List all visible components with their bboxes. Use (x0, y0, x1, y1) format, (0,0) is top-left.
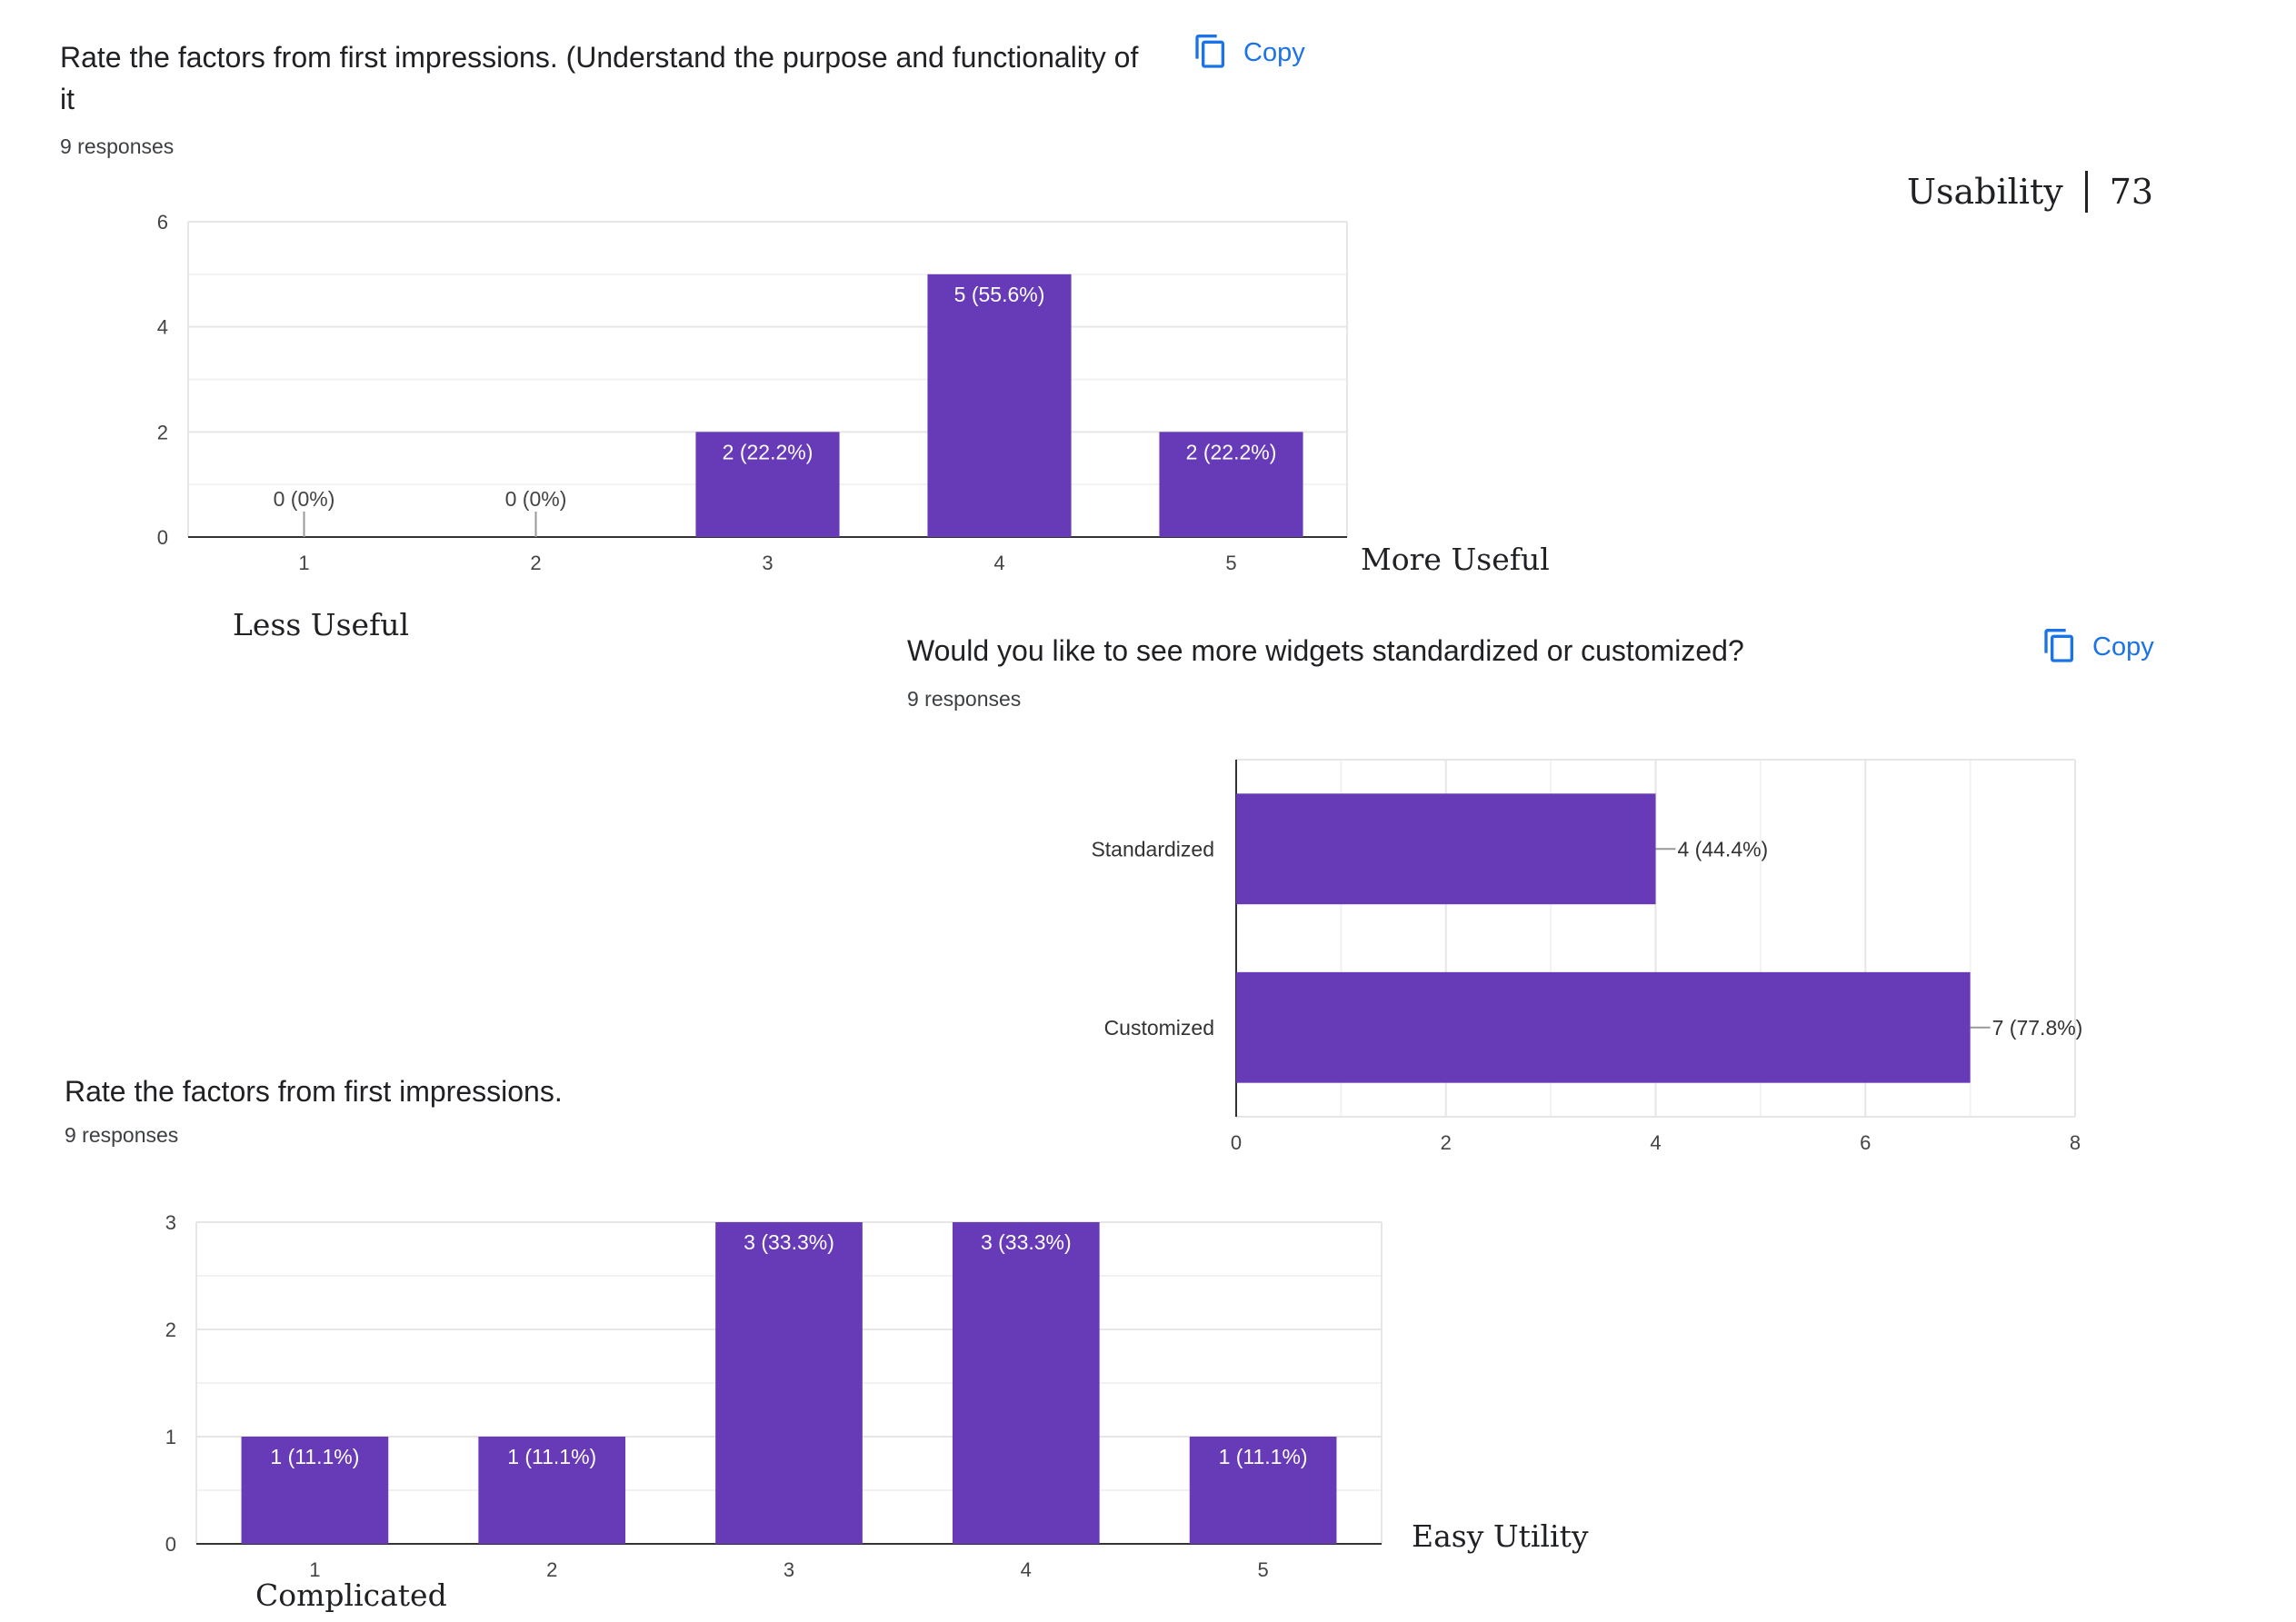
chart-1-y-tick-label: 2 (157, 421, 168, 443)
header-divider (2084, 171, 2088, 213)
chart-3-x-tick-label: 2 (546, 1558, 557, 1581)
copy-button-label: Copy (1243, 37, 1305, 67)
copy-button-2[interactable]: Copy (2041, 627, 2154, 667)
chart-1-data-label: 5 (55.6%) (954, 283, 1045, 306)
chart-2-category-label: Customized (1104, 1016, 1214, 1040)
chart-2-category-label: Standardized (1091, 837, 1214, 861)
question-2-responses: 9 responses (907, 687, 1022, 711)
chart-3-y-tick-label: 1 (165, 1426, 176, 1448)
chart-3-bar (1189, 1437, 1337, 1544)
chart-2-data-label: 7 (77.8%) (1992, 1016, 2083, 1040)
chart-3-y-tick-label: 2 (165, 1318, 176, 1341)
chart-2-x-tick-label: 2 (1441, 1131, 1452, 1154)
chart-3-bar (241, 1437, 389, 1544)
chart-1-bar (695, 432, 840, 537)
chart-3-data-label: 3 (33.3%) (981, 1230, 1072, 1254)
chart-3-bar (952, 1222, 1100, 1544)
chart-1-data-label: 2 (22.2%) (723, 440, 814, 463)
chart-1-x-tick-label: 5 (1225, 552, 1236, 574)
copy-icon (1195, 35, 1224, 68)
chart-1-y-tick-label: 6 (157, 211, 168, 234)
page-header: Usability 73 (1907, 171, 2153, 213)
chart-3-x-tick-label: 5 (1257, 1558, 1268, 1581)
chart-1-data-label: 2 (22.2%) (1186, 440, 1277, 463)
chart-1-right-label: More Useful (1361, 542, 1550, 577)
section-title: Usability (1907, 172, 2063, 212)
chart-3-x-tick-label: 3 (784, 1558, 794, 1581)
copy-button-1[interactable]: Copy (1193, 33, 1305, 73)
chart-1-x-tick-label: 2 (530, 552, 541, 574)
question-1-title: Rate the factors from first impressions.… (60, 41, 1139, 115)
chart-3-right-label: Easy Utility (1412, 1518, 1589, 1554)
copy-button-label: Copy (2092, 632, 2154, 662)
chart-3-bar (715, 1222, 863, 1544)
chart-3-data-label: 1 (11.1%) (270, 1445, 359, 1468)
question-3-title: Rate the factors from first impressions. (65, 1075, 563, 1108)
chart-3-data-label: 1 (11.1%) (1219, 1445, 1308, 1468)
chart-1-data-label: 0 (0%) (274, 487, 335, 511)
chart-2-x-tick-label: 4 (1650, 1131, 1661, 1154)
chart-3-data-label: 1 (11.1%) (507, 1445, 596, 1468)
question-1-responses: 9 responses (60, 134, 175, 158)
chart-3-x-tick-label: 4 (1021, 1558, 1032, 1581)
chart-3-data-label: 3 (33.3%) (744, 1230, 834, 1254)
chart-3-y-tick-label: 3 (165, 1211, 176, 1234)
chart-2-data-label: 4 (44.4%) (1678, 837, 1769, 861)
page-number: 73 (2109, 172, 2154, 212)
chart-2-x-tick-label: 8 (2070, 1131, 2081, 1154)
chart-2-bar (1236, 793, 1656, 905)
chart-1-x-tick-label: 1 (298, 552, 309, 574)
question-2-title: Would you like to see more widgets stand… (907, 634, 1744, 667)
chart-2-x-tick-label: 6 (1860, 1131, 1871, 1154)
copy-icon (2044, 629, 2073, 662)
chart-1-y-tick-label: 0 (157, 526, 168, 549)
chart-1-y-tick-label: 4 (157, 316, 168, 339)
chart-2-x-tick-label: 0 (1231, 1131, 1242, 1154)
chart-1-bar (927, 274, 1072, 537)
chart-1-bar (1159, 432, 1303, 537)
chart-3-x-tick-label: 1 (309, 1558, 320, 1581)
question-3-responses: 9 responses (65, 1123, 179, 1147)
chart-2-bar (1236, 971, 1971, 1083)
chart-1-x-tick-label: 3 (762, 552, 773, 574)
chart-3-y-tick-label: 0 (165, 1533, 176, 1556)
chart-1-x-tick-label: 4 (993, 552, 1004, 574)
chart-1-left-label: Less Useful (233, 607, 410, 642)
chart-3-left-label: Complicated (255, 1577, 447, 1613)
chart-3-bar (478, 1437, 626, 1544)
chart-1-data-label: 0 (0%) (505, 487, 567, 511)
